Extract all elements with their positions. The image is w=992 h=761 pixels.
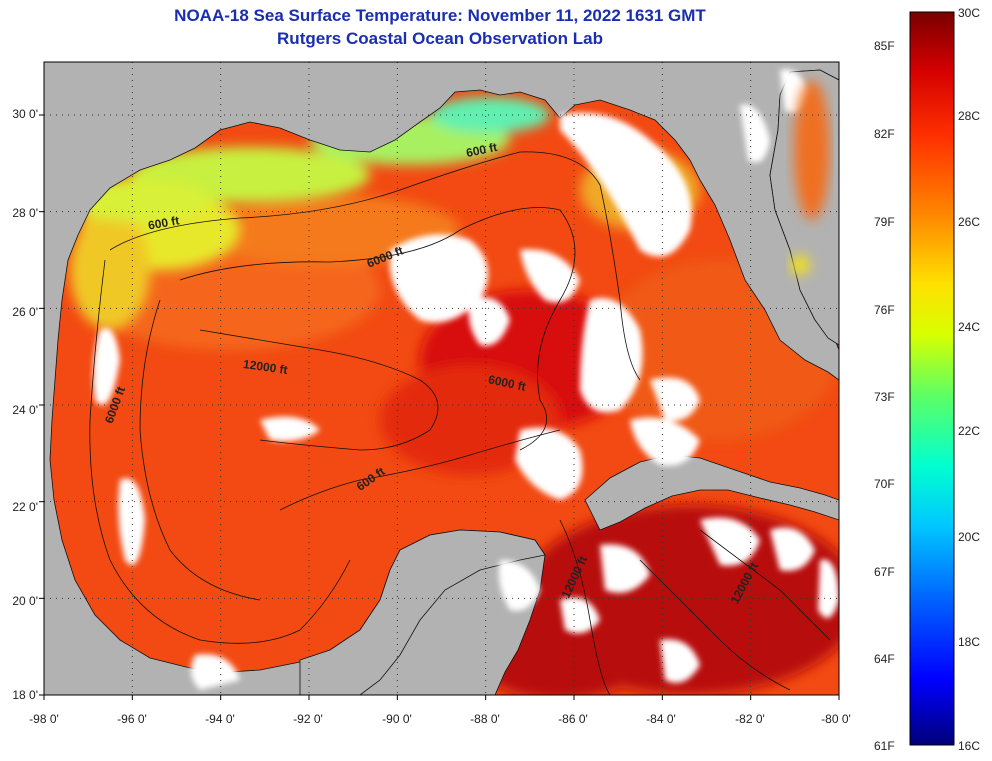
colorbar-f-label: 85F [874, 39, 895, 53]
colorbar-c-label: 24C [958, 320, 981, 334]
map-frame [43, 61, 840, 696]
lon-label: -98 0' [29, 712, 59, 726]
colorbar-c-label: 18C [958, 635, 981, 649]
colorbar-f-label: 61F [874, 739, 895, 753]
colorbar-c-label: 22C [958, 424, 981, 438]
map-subtitle: Rutgers Coastal Ocean Observation Lab [277, 29, 603, 48]
lat-label: 22 0' [12, 500, 38, 514]
lon-label: -92 0' [293, 712, 323, 726]
lon-label: -80 0' [821, 712, 851, 726]
colorbar-f-label: 67F [874, 565, 895, 579]
lat-label: 24 0' [12, 403, 38, 417]
land-yucatan [299, 529, 546, 695]
cloud-patches [93, 69, 839, 690]
lon-label: -86 0' [558, 712, 588, 726]
depth-contours [89, 151, 831, 695]
lat-lon-grid [44, 62, 839, 695]
sst-florida-coast [790, 80, 830, 275]
axis-ticks [39, 114, 840, 700]
colorbar-f-label: 64F [874, 652, 895, 666]
lon-label: -94 0' [205, 712, 235, 726]
colorbar-f-label: 82F [874, 127, 895, 141]
lat-label: 20 0' [12, 594, 38, 608]
lat-label: 18 0' [12, 688, 38, 702]
lat-label: 28 0' [12, 206, 38, 220]
lon-label: -88 0' [470, 712, 500, 726]
colorbar [909, 11, 955, 746]
lat-label: 26 0' [12, 305, 38, 319]
colorbar-f-label: 79F [874, 215, 895, 229]
lon-label: -82 0' [735, 712, 765, 726]
lat-label: 30 0' [12, 107, 38, 121]
map-title: NOAA-18 Sea Surface Temperature: Novembe… [174, 6, 706, 25]
colorbar-c-label: 28C [958, 109, 981, 123]
lon-label: -96 0' [117, 712, 147, 726]
colorbar-f-label: 70F [874, 477, 895, 491]
colorbar-f-label: 73F [874, 390, 895, 404]
colorbar-c-label: 20C [958, 530, 981, 544]
lon-label: -90 0' [382, 712, 412, 726]
colorbar-c-label: 30C [958, 6, 981, 20]
colorbar-c-label: 16C [958, 739, 981, 753]
colorbar-c-label: 26C [958, 215, 981, 229]
lon-label: -84 0' [646, 712, 676, 726]
colorbar-f-label: 76F [874, 303, 895, 317]
